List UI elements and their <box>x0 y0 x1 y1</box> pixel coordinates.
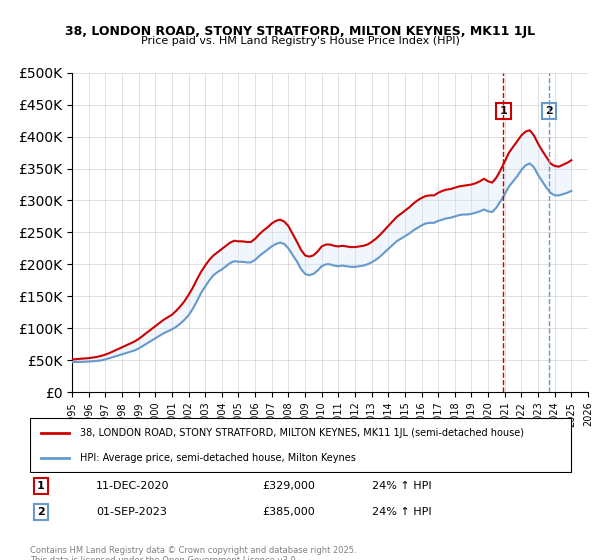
Text: 2: 2 <box>545 106 553 116</box>
FancyBboxPatch shape <box>30 418 571 472</box>
Text: Contains HM Land Registry data © Crown copyright and database right 2025.
This d: Contains HM Land Registry data © Crown c… <box>30 546 356 560</box>
Text: 24% ↑ HPI: 24% ↑ HPI <box>372 507 432 517</box>
Text: 24% ↑ HPI: 24% ↑ HPI <box>372 481 432 491</box>
Text: 1: 1 <box>500 106 508 116</box>
Text: Price paid vs. HM Land Registry's House Price Index (HPI): Price paid vs. HM Land Registry's House … <box>140 36 460 46</box>
Text: 01-SEP-2023: 01-SEP-2023 <box>96 507 167 517</box>
Text: 1: 1 <box>37 481 45 491</box>
Text: 38, LONDON ROAD, STONY STRATFORD, MILTON KEYNES, MK11 1JL (semi-detached house): 38, LONDON ROAD, STONY STRATFORD, MILTON… <box>80 428 524 438</box>
Text: 11-DEC-2020: 11-DEC-2020 <box>96 481 170 491</box>
Text: £385,000: £385,000 <box>262 507 314 517</box>
Text: £329,000: £329,000 <box>262 481 315 491</box>
Text: 38, LONDON ROAD, STONY STRATFORD, MILTON KEYNES, MK11 1JL: 38, LONDON ROAD, STONY STRATFORD, MILTON… <box>65 25 535 38</box>
Text: HPI: Average price, semi-detached house, Milton Keynes: HPI: Average price, semi-detached house,… <box>80 452 356 463</box>
Text: 2: 2 <box>37 507 45 517</box>
